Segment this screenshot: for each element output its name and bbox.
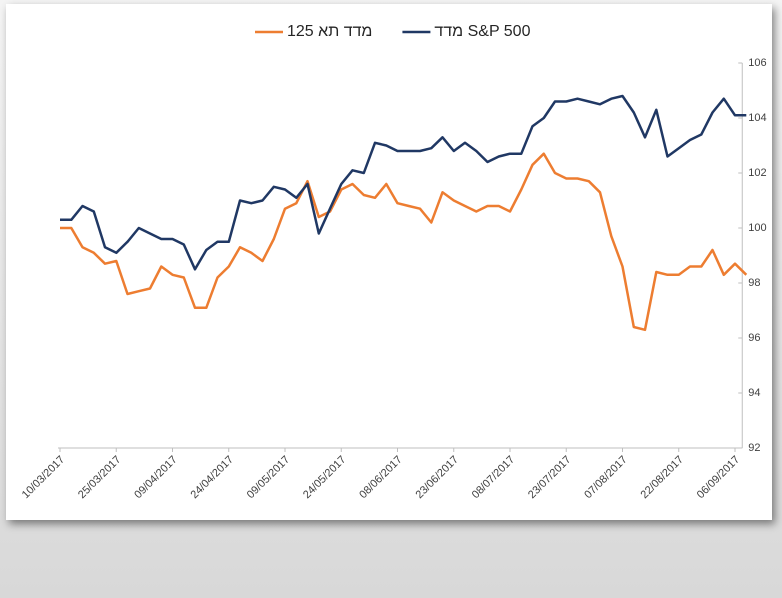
y-tick-label: 92 bbox=[748, 442, 760, 454]
y-tick-label: 100 bbox=[748, 222, 766, 234]
x-tick-label: 10/03/2017 bbox=[20, 454, 67, 501]
y-tick-label: 104 bbox=[748, 112, 766, 124]
y-tick-label: 98 bbox=[748, 277, 760, 289]
x-tick-label: 07/08/2017 bbox=[582, 454, 629, 501]
x-tick-label: 09/05/2017 bbox=[245, 454, 292, 501]
legend-label: מדד תא 125 bbox=[287, 23, 372, 40]
y-tick-label: 106 bbox=[748, 57, 766, 69]
y-tick-label: 102 bbox=[748, 167, 766, 179]
x-tick-label: 23/06/2017 bbox=[414, 454, 461, 501]
x-tick-label: 08/07/2017 bbox=[470, 454, 517, 501]
series-line bbox=[60, 94, 747, 271]
x-tick-label: 24/05/2017 bbox=[301, 454, 348, 501]
y-tick-label: 94 bbox=[748, 387, 760, 399]
y-tick-label: 96 bbox=[748, 332, 760, 344]
series-line bbox=[60, 152, 748, 332]
x-tick-label: 06/09/2017 bbox=[695, 454, 742, 501]
legend-label: מדד S&P 500 bbox=[434, 23, 530, 40]
x-tick-label: 24/04/2017 bbox=[189, 454, 236, 501]
x-tick-label: 23/07/2017 bbox=[526, 454, 573, 501]
x-tick-label: 09/04/2017 bbox=[132, 454, 179, 501]
x-tick-label: 25/03/2017 bbox=[76, 454, 123, 501]
x-tick-label: 08/06/2017 bbox=[357, 454, 404, 501]
chart-frame bbox=[6, 4, 772, 520]
x-tick-label: 22/08/2017 bbox=[639, 454, 686, 501]
